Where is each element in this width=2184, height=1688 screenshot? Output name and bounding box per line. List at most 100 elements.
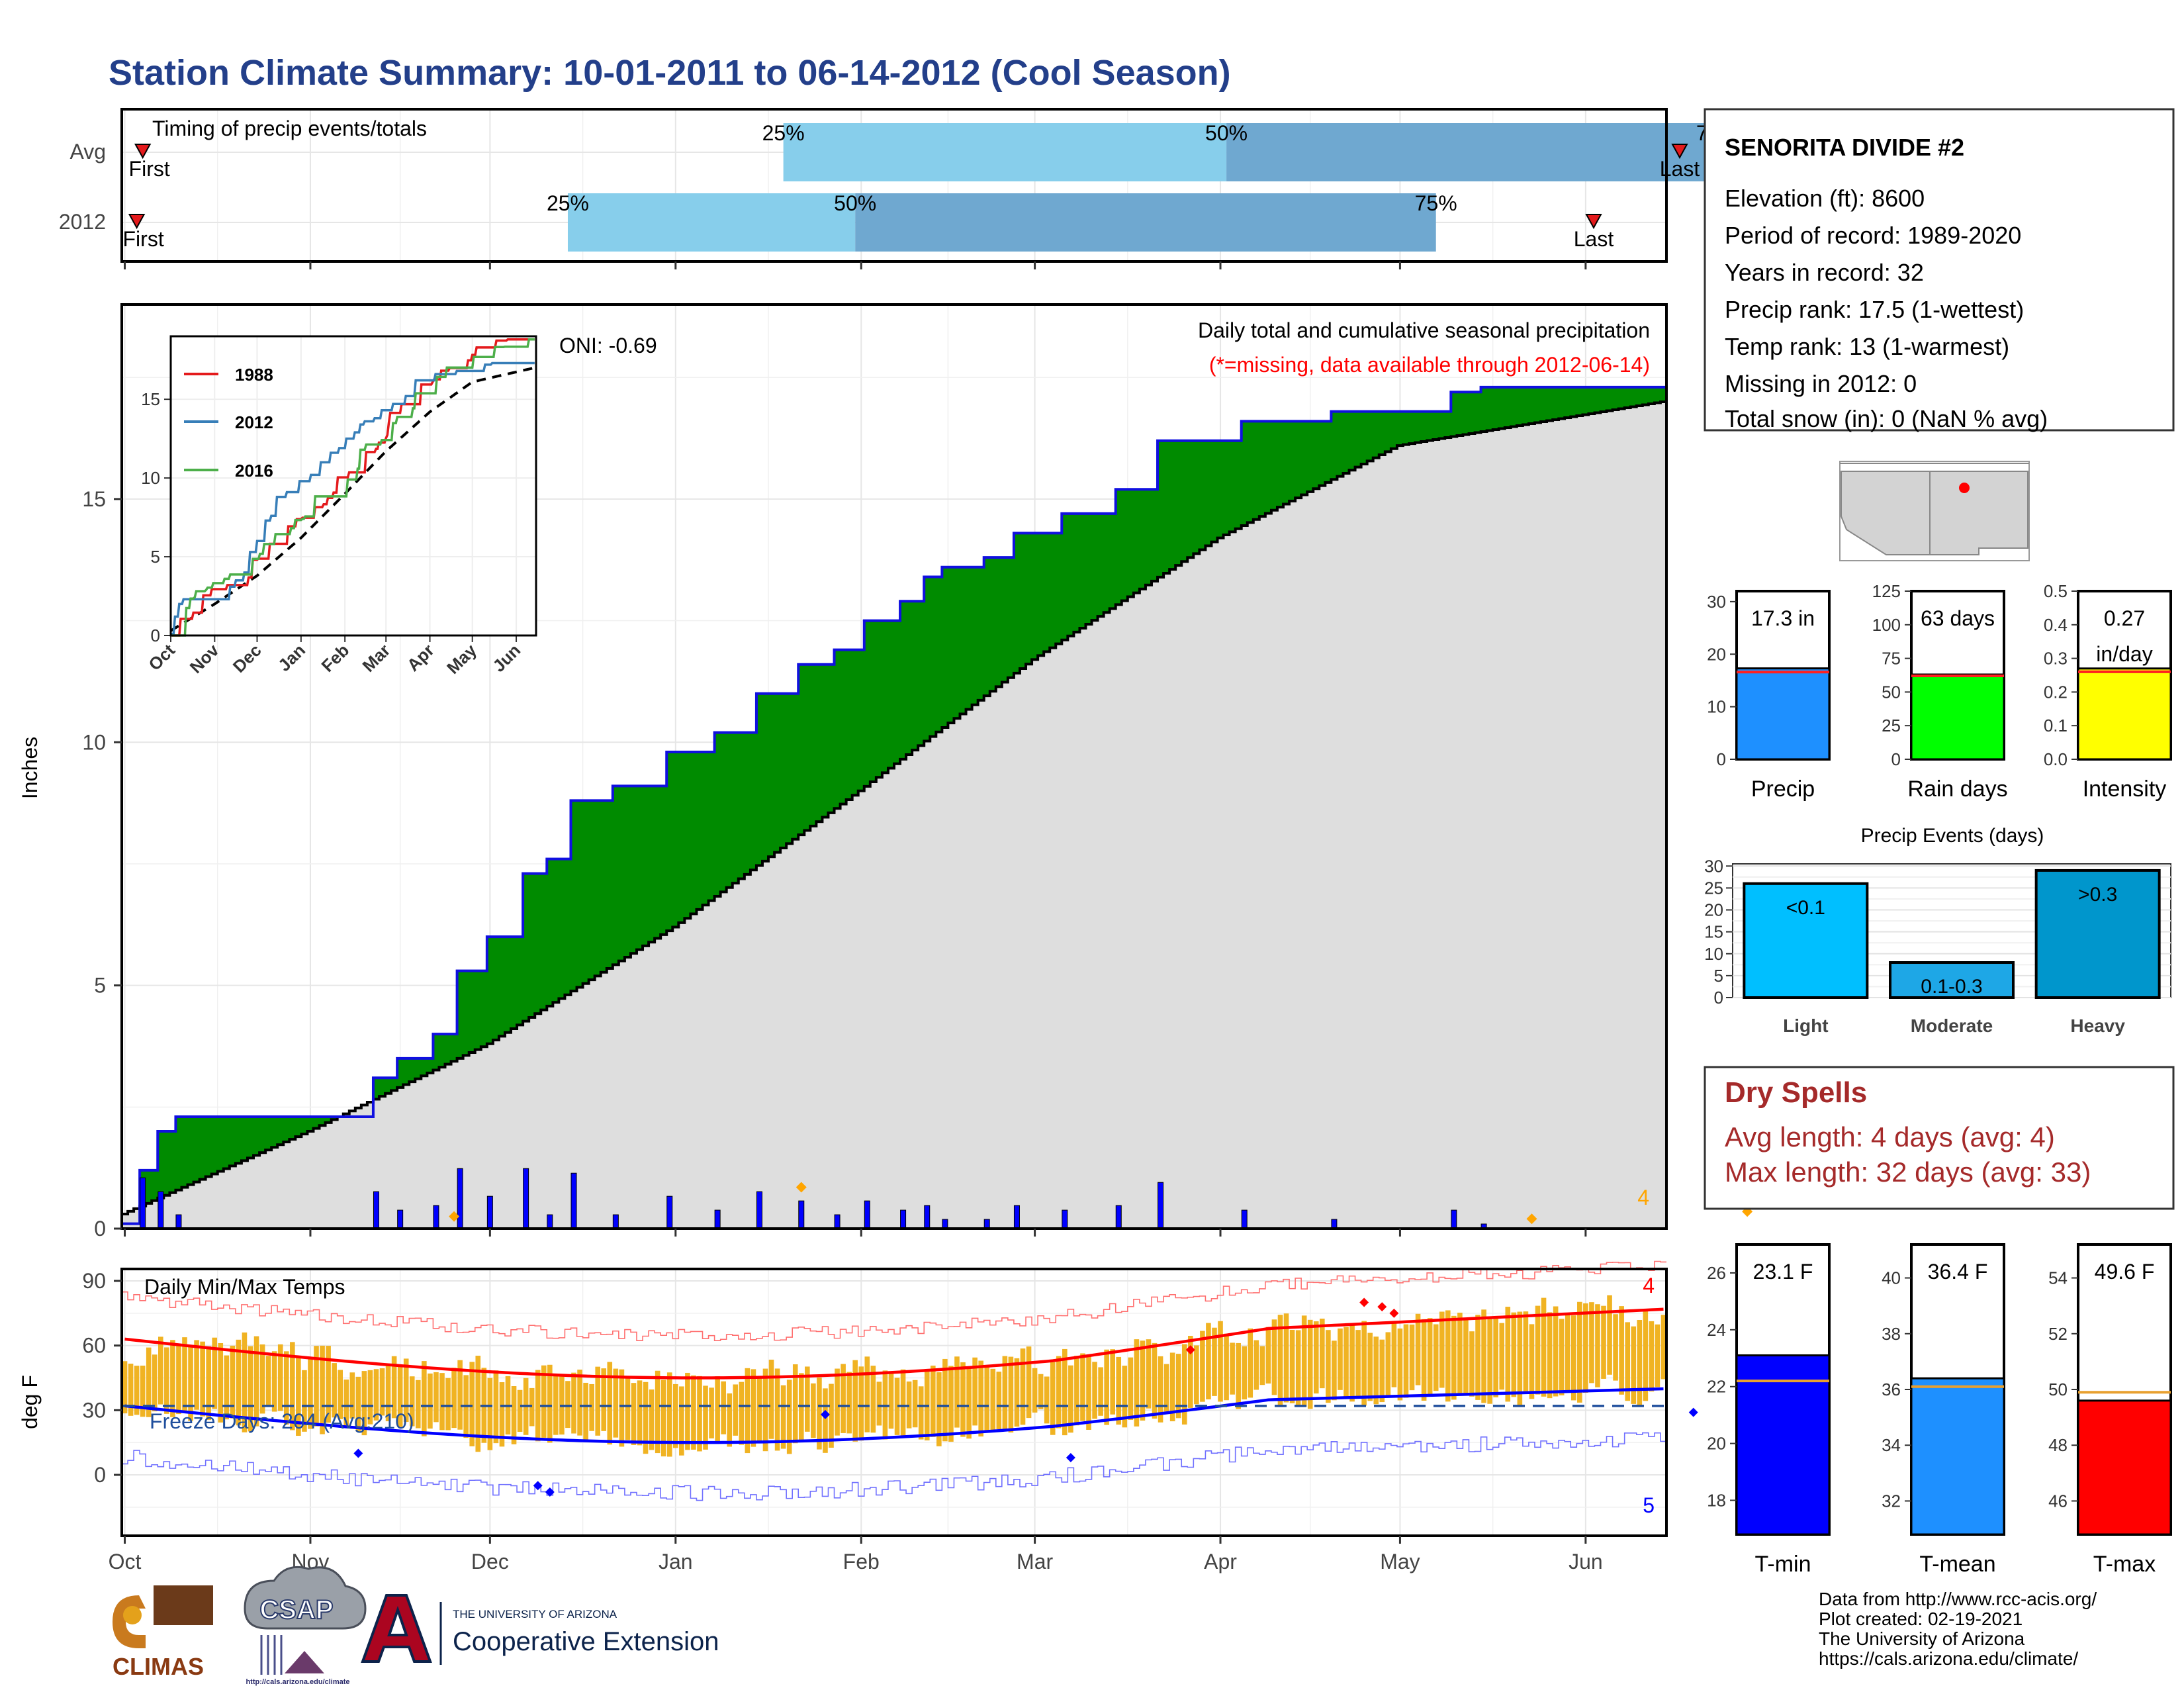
inset-y-tick-label: 15 (141, 389, 160, 409)
rain-days-tick-label: 125 (1872, 581, 1901, 601)
daily-temp-bar (517, 1389, 523, 1432)
daily-temp-bar (888, 1373, 894, 1429)
events-bar-label: <0.1 (1786, 897, 1825, 919)
precip-y-tick-label: 0 (94, 1217, 106, 1241)
inset-legend-2012: 2012 (235, 412, 273, 432)
daily-temp-bar (655, 1370, 660, 1454)
daily-temp-bar (236, 1339, 242, 1426)
daily-temp-bar (1649, 1321, 1655, 1392)
daily-temp-bar (1326, 1330, 1331, 1403)
daily-temp-bar (1056, 1356, 1062, 1429)
locator-map (1839, 461, 2030, 561)
daily-temp-bar (1379, 1339, 1385, 1403)
temp-plot-title: Daily Min/Max Temps (144, 1275, 345, 1299)
daily-temp-bar (931, 1365, 936, 1437)
freeze-days-text: Freeze Days: 204 (Avg:210) (150, 1409, 414, 1433)
daily-temp-bar (1415, 1313, 1421, 1385)
timing-p50-label: 50% (834, 191, 876, 215)
rain-days-tick-label: 100 (1872, 615, 1901, 635)
daily-temp-bar (1463, 1320, 1469, 1395)
daily-temp-bar (774, 1368, 780, 1451)
daily-temp-bar (385, 1365, 391, 1422)
daily-temp-bar (206, 1346, 211, 1421)
daily-temp-bar (703, 1385, 708, 1450)
daily-temp-bar (894, 1378, 900, 1435)
daily-temp-bar (1044, 1376, 1050, 1424)
daily-temp-bar (373, 1369, 379, 1421)
tmean-tick-label: 38 (1882, 1324, 1901, 1344)
record-low-marker (1688, 1407, 1698, 1417)
daily-temp-bar (428, 1373, 433, 1429)
tmean-tick-label: 32 (1882, 1491, 1901, 1511)
month-label-jun: Jun (1569, 1550, 1603, 1573)
daily-temp-bar (1068, 1365, 1073, 1433)
daily-temp-bar (715, 1376, 720, 1443)
daily-temp-bar (1523, 1311, 1529, 1391)
daily-precip-bar (1013, 1205, 1020, 1229)
timing-first-marker (134, 144, 152, 160)
daily-temp-bar (745, 1368, 751, 1454)
timing-p25-label: 25% (762, 121, 805, 145)
daily-temp-bar (942, 1358, 948, 1442)
temp-y-label: deg F (18, 1375, 42, 1429)
daily-temp-bar (194, 1340, 199, 1410)
daily-temp-bar (756, 1378, 762, 1442)
daily-temp-bar (1475, 1315, 1480, 1400)
daily-temp-bar (1175, 1354, 1181, 1419)
daily-temp-bar (212, 1337, 218, 1409)
temp-y-tick-label: 60 (82, 1334, 106, 1358)
daily-temp-bar (1265, 1327, 1271, 1384)
station-temp-rank: Temp rank: 13 (1-warmest) (1725, 333, 2009, 360)
daily-temp-bar (780, 1385, 786, 1449)
daily-temp-bar (1248, 1328, 1253, 1398)
daily-temp-bar (1050, 1362, 1056, 1435)
daily-temp-bar (1589, 1302, 1594, 1383)
rain-days-tick-label: 75 (1882, 649, 1901, 669)
temp-panel: 0 30 60 90 deg F Daily Min/Max Temps Freeze… (18, 1260, 1698, 1537)
daily-precip-bar (570, 1172, 577, 1229)
daily-temp-bar (846, 1372, 852, 1434)
daily-precip-bar (1062, 1209, 1068, 1229)
daily-temp-bar (1212, 1327, 1217, 1396)
daily-temp-bar (1169, 1352, 1175, 1422)
station-info-box: SENORITA DIVIDE #2 Elevation (ft): 8600 … (1704, 108, 2175, 432)
daily-temp-bar (876, 1382, 882, 1426)
daily-temp-bar (1152, 1342, 1158, 1419)
daily-precip-bar (140, 1177, 146, 1229)
timing-last-marker (1585, 214, 1602, 230)
daily-temp-bar (811, 1383, 816, 1438)
timing-first-label: First (129, 157, 170, 181)
daily-temp-bar (140, 1366, 146, 1417)
daily-temp-bar (948, 1366, 954, 1442)
daily-temp-bar (823, 1388, 828, 1453)
daily-temp-bar (852, 1360, 858, 1442)
missing-day-marker (1526, 1213, 1537, 1225)
footer-logos: CLIMAS CSAP http://cals.arizona.edu/clim… (113, 1566, 719, 1686)
precip-tick-label: 30 (1707, 592, 1726, 612)
timing-bar-50-75 (1226, 123, 1717, 181)
precip-y-label: Inches (18, 737, 42, 799)
daily-temp-bar (1547, 1312, 1553, 1399)
daily-temp-bar (259, 1344, 265, 1414)
daily-temp-bar (283, 1351, 289, 1425)
timing-p25-label: 25% (547, 191, 589, 215)
daily-precip-bar (547, 1214, 553, 1229)
daily-temp-bar (367, 1370, 373, 1425)
daily-temp-bar (397, 1366, 403, 1427)
daily-temp-bar (158, 1336, 163, 1405)
daily-temp-bar (1655, 1324, 1661, 1387)
daily-temp-bar (972, 1357, 978, 1426)
daily-temp-bar (218, 1342, 224, 1423)
daily-precip-bar (397, 1209, 404, 1229)
daily-temp-bar (1295, 1330, 1301, 1405)
daily-temp-bar (1559, 1319, 1565, 1395)
intensity-tick-label: 0.0 (2044, 749, 2068, 769)
csap-url: http://cals.arizona.edu/climate (246, 1678, 349, 1686)
daily-temp-bar (1661, 1315, 1666, 1380)
daily-temp-bar (625, 1376, 631, 1440)
daily-temp-bar (1259, 1346, 1265, 1385)
intensity-value-label: 0.27 (2104, 606, 2145, 630)
daily-precip-bar (983, 1219, 990, 1229)
daily-temp-bar (1439, 1311, 1445, 1388)
